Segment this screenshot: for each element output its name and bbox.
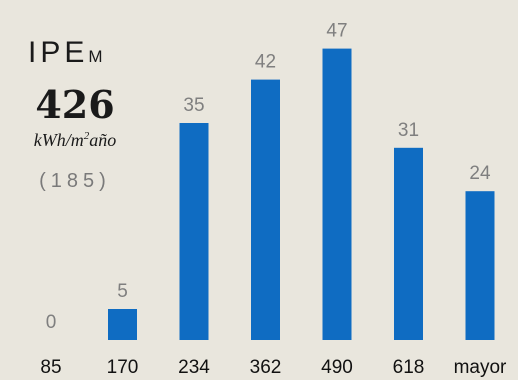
- x-tick-label-234: 234: [178, 357, 210, 378]
- data-label-234: 35: [183, 95, 204, 116]
- x-tick-label-490: 490: [321, 357, 353, 378]
- bar-170: [108, 309, 137, 340]
- x-tick-label-618: 618: [393, 357, 425, 378]
- x-tick-label-170: 170: [107, 357, 139, 378]
- data-label-mayor: 24: [469, 163, 491, 184]
- kpi-title: IPEM: [28, 36, 104, 70]
- bar-234: [179, 123, 209, 340]
- kpi-unit: kWh/m2año: [0, 130, 150, 151]
- kpi-title-subscript: M: [88, 47, 104, 66]
- data-label-85: 0: [46, 312, 57, 333]
- data-label-618: 31: [398, 120, 419, 141]
- kpi-reference: (185): [39, 170, 111, 192]
- data-label-490: 47: [326, 21, 347, 42]
- bar-mayor: [465, 191, 495, 340]
- bar-490: [322, 48, 352, 340]
- kpi-unit-suffix: año: [89, 130, 117, 150]
- kpi-unit-exponent: 2: [83, 130, 90, 142]
- x-tick-label-85: 85: [40, 357, 61, 378]
- kpi-title-main: IPE: [28, 36, 89, 69]
- kpi-unit-prefix: kWh/m: [33, 130, 84, 150]
- x-tick-label-mayor: mayor: [454, 357, 507, 378]
- bar-362: [251, 79, 280, 340]
- data-label-362: 42: [255, 52, 276, 73]
- data-label-170: 5: [117, 281, 128, 302]
- bar-618: [394, 147, 423, 340]
- x-tick-label-362: 362: [250, 357, 282, 378]
- kpi-value: 426: [35, 82, 115, 127]
